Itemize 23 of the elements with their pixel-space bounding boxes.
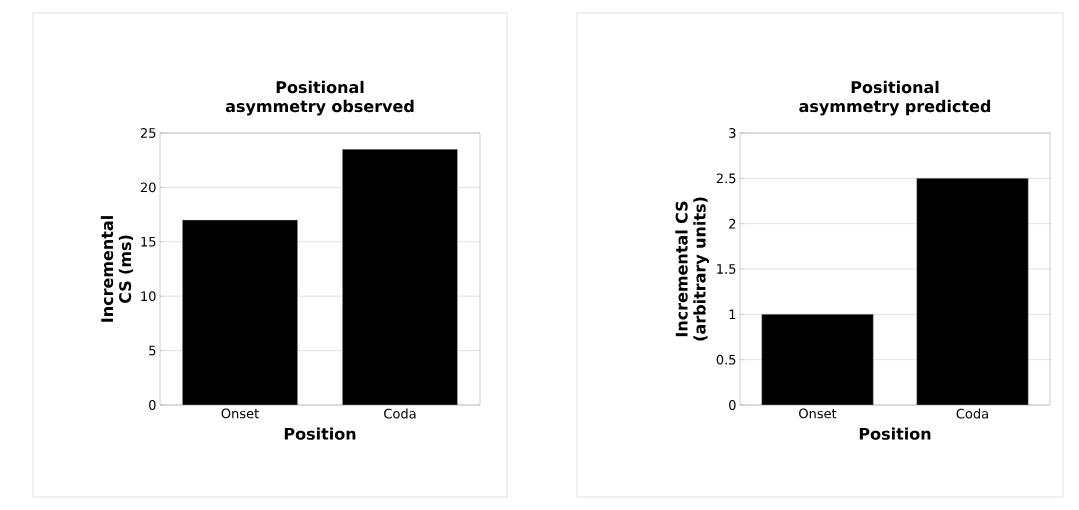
y-tick-label: 2.5 [716,173,736,184]
y-tick-label: 3 [729,128,736,138]
y-tick-label: 25 [140,128,156,138]
y-tick-label: 1 [729,309,736,320]
y-tick-label: 10 [141,291,156,302]
y-tick-label: 0.5 [716,354,736,365]
y-tick-label: 5 [149,345,156,356]
y-tick-label: 0 [149,400,156,410]
x-tick-label: Onset [221,408,259,419]
y-tick-label: 1.5 [717,264,736,274]
x-tick-label: Coda [956,408,988,419]
x-tick-label: Onset [799,408,837,419]
chart-title: Positional asymmetry observed [225,80,414,116]
x-axis-title: Position [859,427,931,440]
y-tick-label: 20 [140,182,156,193]
x-axis-title: Position [284,427,356,440]
chart-title: Positional asymmetry predicted [799,80,991,116]
x-tick-label: Coda [384,408,416,419]
y-axis-title: Incremental CS (ms) [100,216,134,322]
y-tick-label: 15 [141,236,156,247]
y-tick-label: 0 [729,400,736,410]
y-axis-title: Incremental CS (arbitrary units) [675,197,709,341]
y-tick-label: 2 [729,218,736,229]
